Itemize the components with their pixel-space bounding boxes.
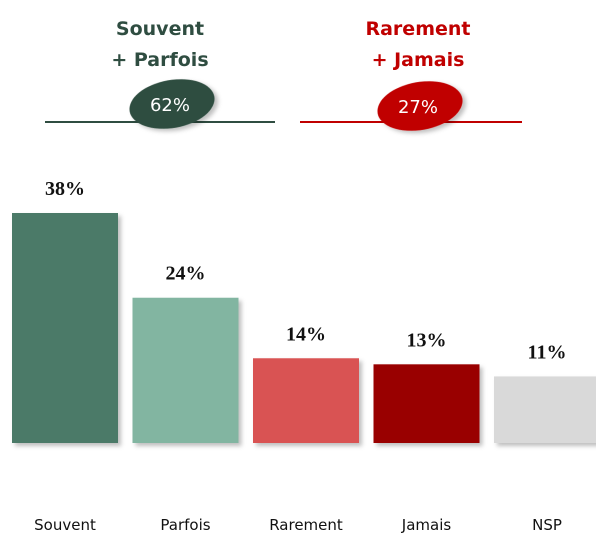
group-badge (129, 79, 215, 129)
category-label: Jamais (401, 516, 452, 534)
bar (12, 213, 118, 443)
group-value: 62% (150, 95, 190, 116)
category-label: Rarement (269, 516, 343, 534)
value-label: 14% (286, 323, 326, 345)
value-label: 24% (166, 263, 206, 285)
value-label: 11% (528, 341, 567, 363)
value-label: 13% (407, 329, 447, 351)
category-label: Parfois (160, 516, 210, 534)
bar (253, 358, 359, 443)
group-title: Souvent (116, 18, 204, 40)
group-value: 27% (398, 97, 438, 118)
value-label: 38% (45, 178, 85, 200)
bar (132, 297, 239, 443)
group-badge (377, 81, 463, 131)
group-title: + Parfois (111, 49, 208, 71)
group-title: Rarement (365, 18, 470, 40)
bar (494, 376, 596, 443)
bar (373, 364, 480, 443)
group-title: + Jamais (372, 49, 465, 71)
category-label: Souvent (34, 516, 96, 534)
category-label: NSP (532, 516, 562, 534)
